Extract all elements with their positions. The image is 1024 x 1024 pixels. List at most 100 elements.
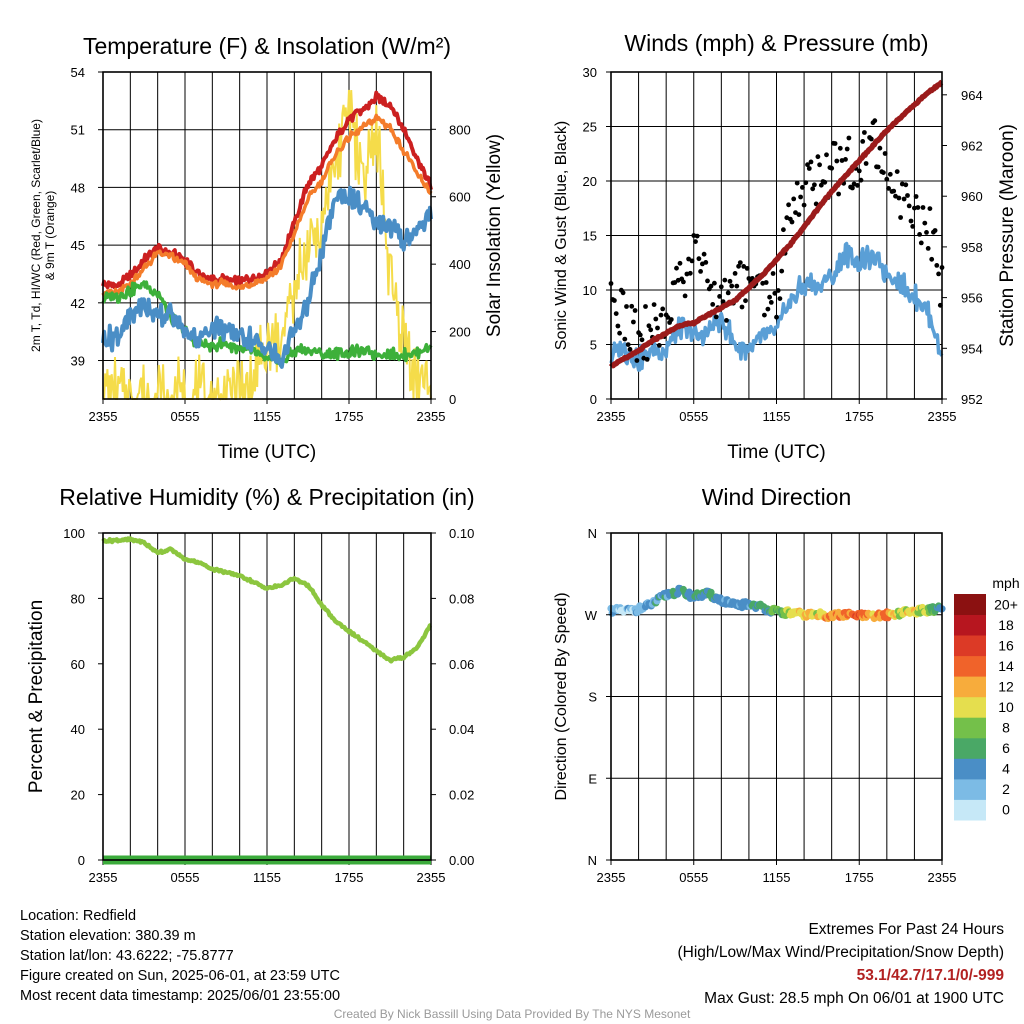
colorbar-swatch <box>954 717 986 739</box>
gust-point <box>762 312 767 318</box>
gust-point <box>725 290 731 296</box>
colorbar-swatch <box>954 737 986 759</box>
gust-point <box>781 227 786 233</box>
gust-point <box>734 283 740 289</box>
x-tick-label: 2355 <box>89 409 118 424</box>
gust-point <box>832 141 838 146</box>
gust-point <box>913 194 919 199</box>
gust-point <box>681 279 686 285</box>
gust-point <box>886 186 891 191</box>
y-tick-label: W <box>585 608 598 623</box>
relative-humidity-line <box>101 536 433 664</box>
colorbar-swatch <box>954 635 986 657</box>
y2-tick-label: 400 <box>449 257 471 272</box>
gust-point <box>908 218 914 224</box>
gust-point <box>632 308 638 313</box>
gust-point <box>712 280 717 286</box>
y-axis-label: Percent & Precipitation <box>26 600 47 793</box>
colorbar-label: 20+ <box>994 596 1018 612</box>
gust-point <box>774 314 779 320</box>
gust-point <box>917 232 922 237</box>
gust-point <box>620 290 626 296</box>
gust-point <box>625 342 631 347</box>
gust-point <box>629 303 635 309</box>
y2-tick-label: 200 <box>449 325 471 340</box>
chart-title: Relative Humidity (%) & Precipitation (i… <box>59 484 474 510</box>
x-axis-label: Time (UTC) <box>727 442 826 463</box>
x-tick-label: 2355 <box>417 870 446 885</box>
speed-colorbar: mph 0 2 4 6 8 10 12 14 16 18 20+ <box>954 575 1020 821</box>
series-line-heat_index <box>101 113 433 298</box>
colorbar-label: 0 <box>1002 802 1010 818</box>
gust-point <box>622 336 628 342</box>
y-axis-label-line-1: 2m T, Td, HI/WC (Red, Green, Scarlet/Blu… <box>29 119 43 352</box>
y2-tick-label: 0.08 <box>449 591 474 606</box>
panel-2: 2355 0555 1155 1755 235505101520253095295495… <box>553 30 1018 463</box>
gust-point <box>651 302 657 307</box>
gust-point <box>844 146 850 152</box>
gust-point <box>881 170 886 176</box>
gust-point <box>927 206 933 212</box>
y2-tick-label: 0.10 <box>449 526 474 541</box>
gust-point <box>724 318 729 323</box>
x-tick-label: 1755 <box>335 870 364 885</box>
gust-point <box>818 182 824 188</box>
gust-point <box>875 164 881 170</box>
colorbar-swatch <box>954 655 986 677</box>
chart-title: Wind Direction <box>702 484 852 510</box>
gust-point <box>737 260 743 265</box>
colorbar-label: 12 <box>998 678 1014 694</box>
y-tick-label: 80 <box>71 591 85 606</box>
elevation-label: Station elevation: 380.39 m <box>20 928 196 944</box>
y-axis-label-line-2: & 9m T (Orange) <box>43 191 57 281</box>
y-tick-label: 0 <box>590 392 597 407</box>
gust-point <box>705 278 710 284</box>
gust-point <box>918 240 924 246</box>
y2-tick-label: 962 <box>961 139 983 154</box>
y-tick-label: 100 <box>63 526 85 541</box>
gust-point <box>732 271 738 276</box>
colorbar-label: 18 <box>998 617 1014 633</box>
figure-created-label: Figure created on Sun, 2025-06-01, at 23… <box>20 968 340 984</box>
gust-point <box>677 260 683 266</box>
y2-tick-label: 958 <box>961 240 983 255</box>
x-tick-label: 1155 <box>763 409 791 424</box>
colorbar-swatch <box>954 799 986 821</box>
colorbar-label: 4 <box>1002 761 1010 777</box>
y-tick-label: 30 <box>583 65 597 80</box>
gust-point <box>805 162 810 168</box>
gust-points <box>608 118 945 363</box>
gust-point <box>858 177 864 183</box>
gust-point <box>800 185 805 190</box>
gust-point <box>634 358 640 363</box>
y2-tick-label: 600 <box>449 190 471 205</box>
gust-point <box>631 319 636 325</box>
y-tick-label: 54 <box>71 65 85 80</box>
gust-point <box>617 330 622 336</box>
location-label: Location: Redfield <box>20 908 137 924</box>
x-tick-label: 0555 <box>679 409 708 424</box>
y-tick-label: 42 <box>71 296 85 311</box>
y2-tick-label: 960 <box>961 189 983 204</box>
extremes-info: Extremes For Past 24 Hours (High/Low/Max… <box>678 918 1005 1010</box>
gust-point <box>624 304 629 309</box>
gust-point <box>896 195 902 201</box>
gust-point <box>713 314 719 320</box>
y-tick-label: 15 <box>583 229 597 244</box>
gust-point <box>812 182 817 188</box>
gust-point <box>877 145 883 151</box>
gust-point <box>693 239 698 245</box>
y-axis-label-text: Percent & Precipitation <box>26 600 47 793</box>
gust-point <box>920 205 926 210</box>
direction-points <box>607 584 946 623</box>
gust-point <box>643 304 648 309</box>
colorbar-swatch <box>954 778 986 800</box>
x-tick-label: 2355 <box>417 409 446 424</box>
series-line-temp_9m <box>101 185 433 369</box>
gust-point <box>936 271 941 277</box>
gust-point <box>791 196 797 202</box>
gust-point <box>727 278 733 284</box>
gust-point <box>672 280 678 285</box>
series-line-dewpoint <box>101 280 433 368</box>
